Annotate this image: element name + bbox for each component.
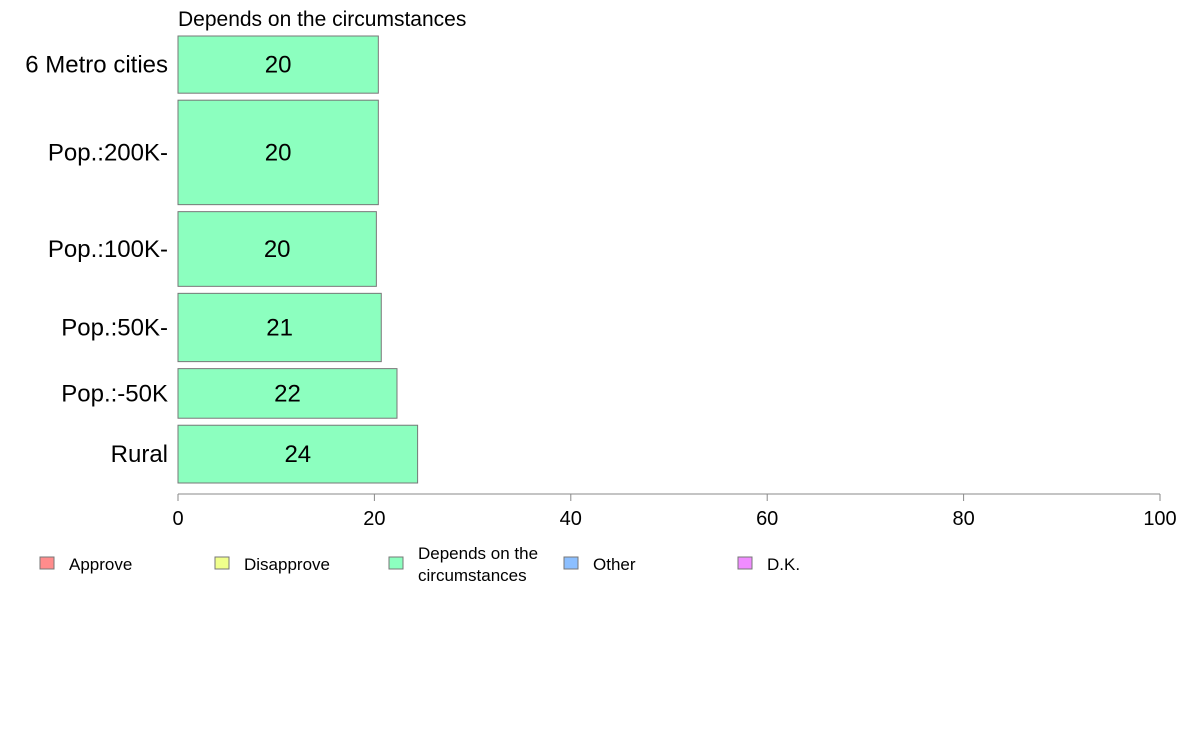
legend-label: Other — [593, 555, 636, 574]
category-label: Pop.:100K- — [48, 236, 168, 263]
tick-label: 80 — [952, 508, 974, 530]
bar — [177, 424, 419, 484]
bar — [177, 211, 377, 287]
data-label: 20 — [265, 139, 292, 166]
legend-label: Disapprove — [244, 555, 330, 574]
data-label: 21 — [266, 314, 293, 341]
category-label: Pop.:200K- — [48, 139, 168, 166]
legend-swatch — [388, 556, 404, 570]
data-label: 20 — [265, 52, 292, 79]
chart-title: Depends on the circumstances — [178, 8, 466, 31]
bar — [177, 292, 382, 363]
legend-swatch — [39, 556, 55, 570]
tick-label: 100 — [1143, 508, 1176, 530]
category-label: 6 Metro cities — [25, 52, 168, 79]
tick-label: 0 — [172, 508, 183, 530]
category-label: Pop.:50K- — [61, 314, 168, 341]
bar — [177, 99, 379, 206]
legend-swatch — [214, 556, 230, 570]
bar — [177, 368, 398, 419]
legend-swatch — [563, 556, 579, 570]
data-label: 24 — [284, 441, 311, 468]
bars-group: 6 Metro cities 20 Pop.:200K- 20 Pop.:100K- 20… — [25, 35, 419, 484]
tick-label: 60 — [756, 508, 778, 530]
data-label: 20 — [264, 236, 291, 263]
legend-swatch — [737, 556, 753, 570]
category-label: Pop.:-50K — [61, 380, 168, 407]
x-axis: 0 20 40 60 80 100 — [172, 493, 1177, 530]
tick-label: 40 — [560, 508, 582, 530]
category-label: Rural — [111, 441, 168, 468]
legend-label: Depends on the circumstances — [418, 544, 538, 585]
legend-label: Approve — [69, 555, 132, 574]
tick-label: 20 — [363, 508, 385, 530]
legend: Approve Disapprove Depends on the circumsta… — [39, 544, 800, 585]
data-label: 22 — [274, 380, 301, 407]
bar — [177, 35, 379, 94]
legend-label: D.K. — [767, 555, 800, 574]
